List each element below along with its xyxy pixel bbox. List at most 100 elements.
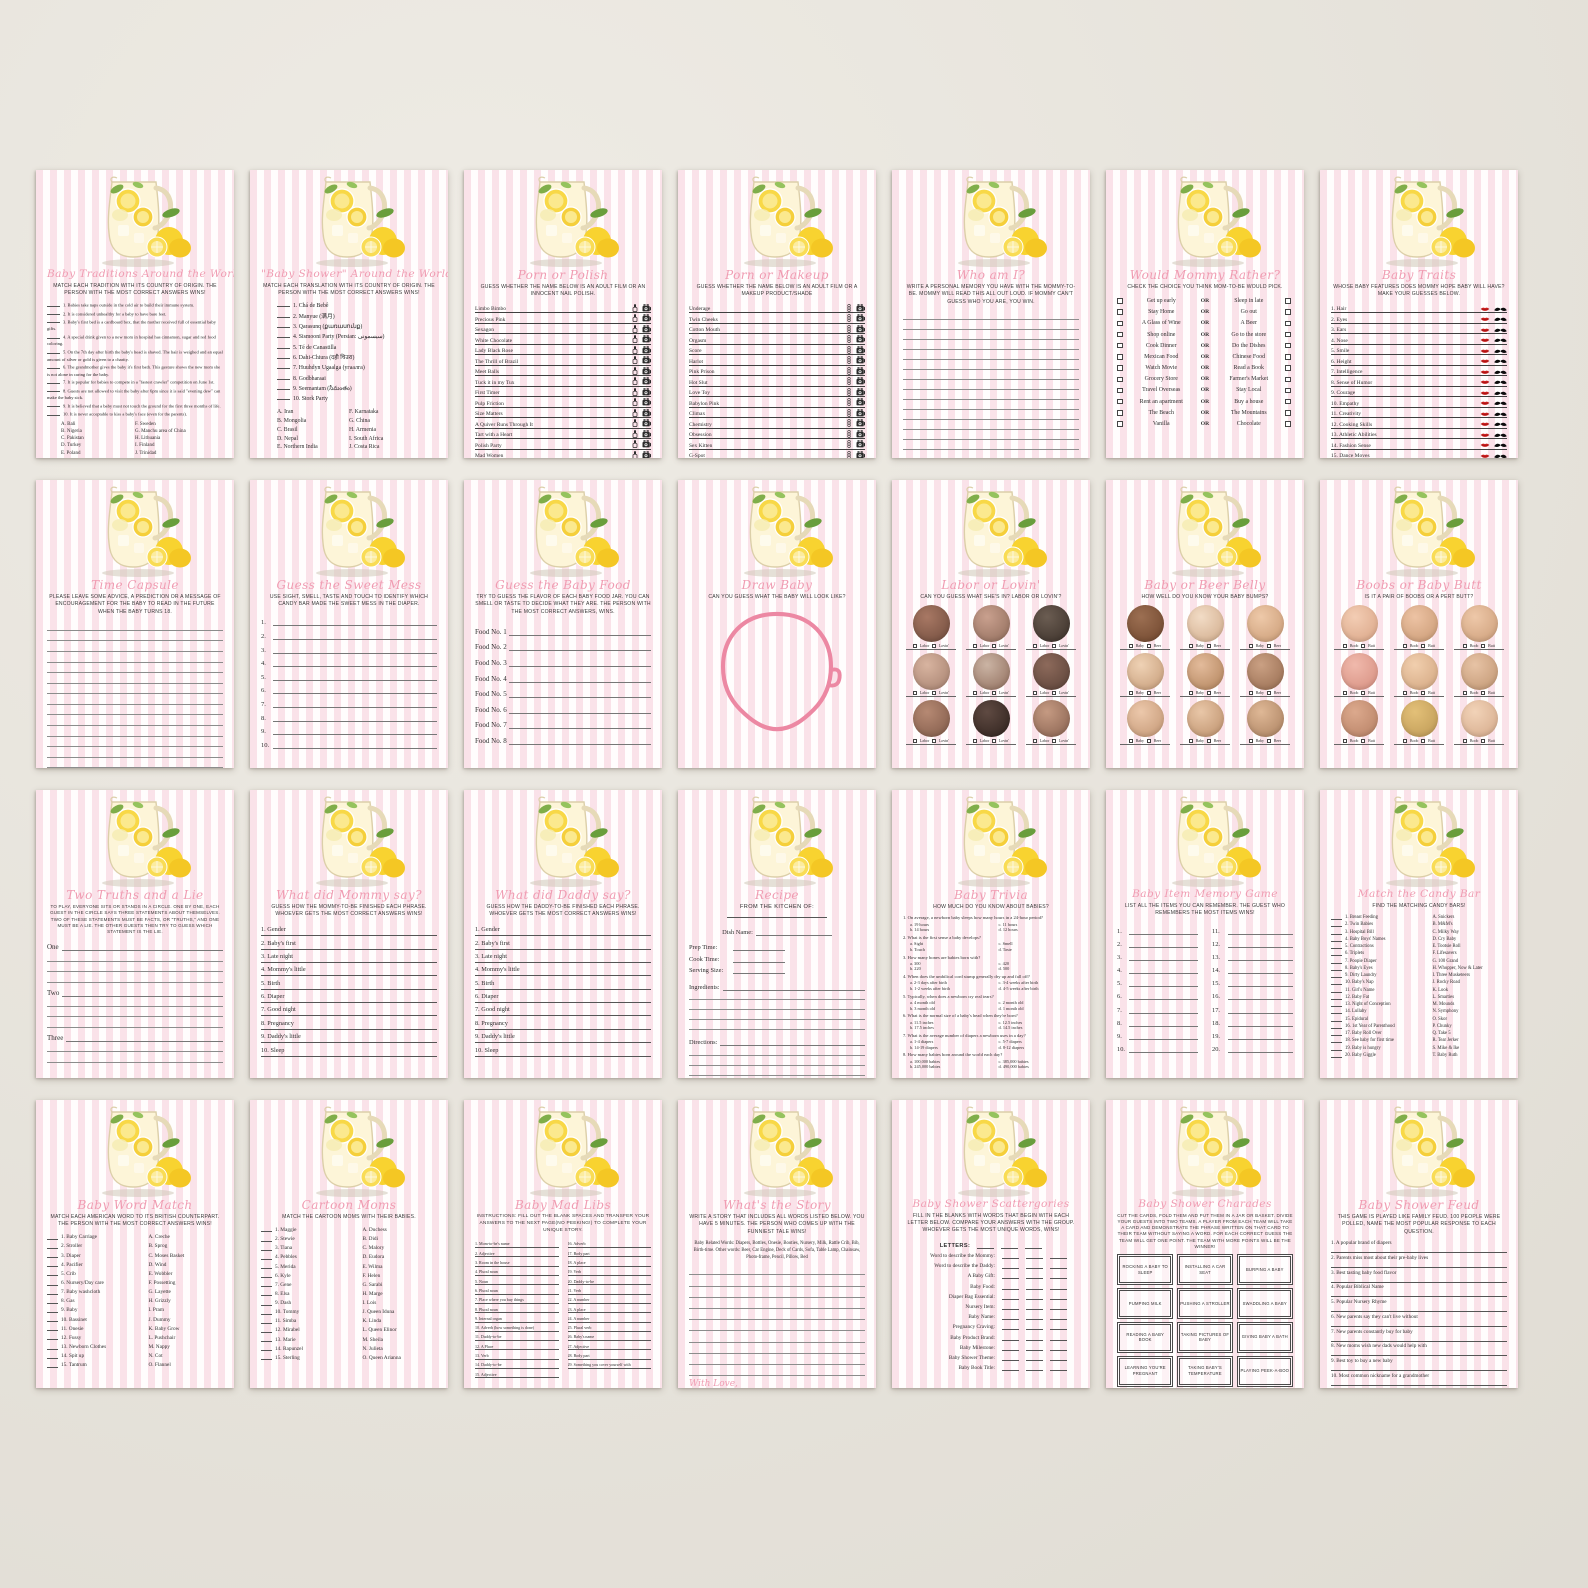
guess-row: 3. Ears bbox=[1331, 324, 1507, 335]
card-title: Time Capsule bbox=[91, 578, 179, 592]
checkbox bbox=[992, 643, 996, 648]
choice-b-label: Butt bbox=[1368, 738, 1375, 743]
mustache-icon bbox=[1494, 360, 1507, 364]
scattergories-row: Baby Milestone: bbox=[903, 1341, 1079, 1351]
answer-option: D. Cry Baby bbox=[1432, 936, 1457, 942]
category-label: Nursery Item: bbox=[965, 1304, 995, 1311]
guess-row: Tart with a Heart bbox=[475, 429, 651, 440]
guess-photo-6 bbox=[1032, 652, 1070, 690]
match-item: 9. Seemantam (సీమంతం) bbox=[277, 384, 437, 394]
guess-label: Precious Pink bbox=[475, 316, 506, 323]
nail-polish-icon bbox=[632, 367, 638, 375]
category-label: Word to describe the Daddy: bbox=[934, 1263, 995, 1270]
answer-blank bbox=[261, 1337, 272, 1343]
checkbox bbox=[1343, 738, 1347, 743]
answer-blank bbox=[47, 318, 60, 324]
match-item: 8. Elsa bbox=[261, 1289, 356, 1298]
card-title: Baby or Beer Belly bbox=[1144, 578, 1266, 592]
answer-blank bbox=[1331, 1031, 1342, 1037]
video-camera-icon bbox=[642, 387, 651, 396]
guess-row: Mad Women bbox=[475, 450, 651, 458]
answer-option: J. Queen Iduna bbox=[362, 1309, 395, 1316]
guess-label: Polish Party bbox=[475, 442, 502, 449]
or-label: OR bbox=[1200, 398, 1210, 405]
trivia-option: c. 11 hours bbox=[998, 921, 1018, 927]
card-title: Boobs or Baby Butt bbox=[1356, 578, 1482, 592]
guess-photo-4 bbox=[1126, 652, 1164, 690]
line-label: Food No. 7 bbox=[475, 721, 507, 730]
answer-option: C. Moses Basket bbox=[148, 1252, 185, 1259]
match-item: 1. Breast Feeding bbox=[1331, 914, 1426, 921]
story-word-list: Baby Related Words: Diapers, Bottles, On… bbox=[693, 1241, 861, 1261]
card-title: Baby Traits bbox=[1381, 268, 1457, 282]
phrase-row: 6. Diaper bbox=[261, 990, 437, 1004]
madlib-blank: 14. Daddy-to-be bbox=[475, 1360, 559, 1370]
card-draw-baby: Draw Baby CAN YOU GUESS WHAT THE BABY WIL… bbox=[678, 480, 876, 768]
answer-blank bbox=[1331, 959, 1342, 964]
lemonade-pitcher-illustration bbox=[744, 1106, 833, 1197]
card-content: 1. A popular brand of diapers 2. Parents … bbox=[1331, 1240, 1507, 1386]
write-line bbox=[903, 320, 1079, 331]
guess-photo-7 bbox=[1126, 700, 1164, 738]
choice-b-label: Lovin' bbox=[1058, 643, 1069, 648]
checkbox bbox=[1285, 298, 1291, 304]
checkbox bbox=[973, 738, 977, 743]
checkbox bbox=[1285, 421, 1291, 427]
video-camera-icon bbox=[856, 303, 865, 312]
trivia-option: c. Smell bbox=[998, 941, 1013, 947]
photo-choice-row: Baby Beer bbox=[1240, 737, 1290, 745]
match-item: 6. Kyle bbox=[261, 1271, 356, 1280]
write-line bbox=[903, 410, 1079, 421]
photo-choice-row: Labor Lovin' bbox=[966, 737, 1016, 745]
checkbox bbox=[1361, 691, 1366, 696]
answer-option: E. Wilma bbox=[362, 1263, 383, 1270]
field-label: Cook Time: bbox=[689, 955, 720, 963]
lemonade-pitcher-illustration bbox=[1386, 796, 1475, 887]
guess-photo-8 bbox=[1186, 700, 1224, 738]
photo-choice-row: Baby Beer bbox=[1120, 642, 1170, 650]
answer-option: H. Armenia bbox=[349, 426, 377, 433]
answer-option: I. Pram bbox=[148, 1307, 165, 1314]
guess-label: Obsession bbox=[689, 432, 712, 439]
choice-a-label: Labor bbox=[979, 738, 990, 743]
guess-photo-5 bbox=[1186, 652, 1224, 690]
nail-polish-icon bbox=[632, 314, 638, 323]
video-camera-icon bbox=[642, 419, 651, 427]
answer-blank bbox=[277, 395, 290, 401]
match-item: 3. Diaper bbox=[47, 1251, 142, 1260]
choice-left: Vanilla bbox=[1152, 421, 1170, 428]
choice-b-label: Beer bbox=[1273, 691, 1282, 696]
card-instructions: MATCH EACH TRADITION WITH ITS COUNTRY OF… bbox=[53, 282, 217, 296]
checkbox bbox=[1146, 691, 1151, 696]
checkbox bbox=[1463, 691, 1467, 696]
choice-a-label: Baby bbox=[1135, 643, 1144, 648]
choice-a-label: Baby bbox=[1255, 691, 1264, 696]
photo-choice-row: Labor Lovin' bbox=[966, 690, 1016, 698]
write-line bbox=[47, 1042, 223, 1053]
lipstick-icon bbox=[847, 314, 851, 323]
charades-card: PUSHING A STROLLER bbox=[1176, 1288, 1234, 1319]
numbered-line: 8. bbox=[261, 708, 437, 722]
guess-photo-2 bbox=[1186, 605, 1224, 643]
madlib-blank: 6. Plural noun bbox=[475, 1285, 559, 1295]
photo-cell: Boob Butt bbox=[1391, 652, 1447, 698]
madlib-blank: 29. Something you cover yourself with bbox=[567, 1360, 651, 1370]
write-line bbox=[689, 1365, 865, 1377]
answer-blank bbox=[277, 374, 290, 380]
answer-option: D. Turkey bbox=[61, 443, 82, 449]
match-item: 6. Nursery/Day care bbox=[47, 1278, 142, 1287]
lemonade-pitcher-illustration bbox=[744, 176, 833, 267]
answer-blank bbox=[277, 343, 290, 349]
trivia-question: 5. Typically, when does a newborn cry re… bbox=[903, 993, 994, 999]
answer-blank bbox=[1331, 988, 1342, 993]
photo-choice-row: Labor Lovin' bbox=[906, 690, 956, 698]
guess-row: Pulp Friction bbox=[475, 397, 651, 408]
choice-a-label: Labor bbox=[1039, 738, 1050, 743]
checkbox bbox=[1033, 738, 1037, 743]
mustache-icon bbox=[1494, 349, 1507, 353]
answer-blank bbox=[1331, 915, 1342, 921]
guess-photo-4 bbox=[1340, 652, 1378, 690]
card-content: Dish Name: Prep Time: Cook Time: Serving S… bbox=[689, 910, 865, 1078]
scattergories-row: A Baby Gift: bbox=[903, 1269, 1079, 1280]
nail-polish-icon bbox=[632, 398, 638, 407]
